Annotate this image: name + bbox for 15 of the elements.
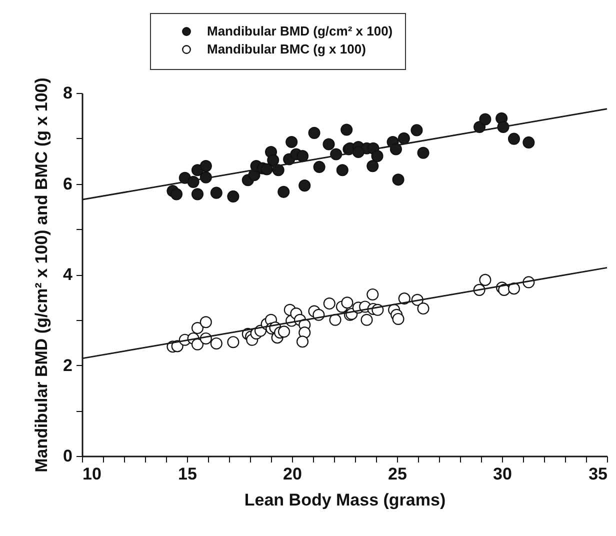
y-tick-label: 0	[63, 446, 72, 466]
x-tick-label: 15	[178, 464, 197, 484]
legend-label: Mandibular BMD (g/cm² x 100)	[207, 24, 393, 38]
y-tick-label: 4	[63, 265, 74, 284]
y-tick-label: 2	[63, 356, 72, 375]
y-axis-title: Mandibular BMD (g/cm² x 100) and BMC (g x 100)	[32, 78, 52, 472]
x-tick-label: 25	[388, 464, 407, 484]
legend-label: Mandibular BMC (g x 100)	[207, 42, 366, 56]
x-tick-label: 10	[82, 464, 102, 484]
y-tick-label: 6	[63, 174, 72, 194]
x-tick-label: 20	[283, 464, 302, 484]
x-tick-label: 30	[493, 464, 512, 484]
x-tick-label: 35	[588, 464, 608, 484]
y-tick-label: 8	[63, 84, 72, 102]
x-axis-title: Lean Body Mass (grams)	[244, 490, 446, 510]
